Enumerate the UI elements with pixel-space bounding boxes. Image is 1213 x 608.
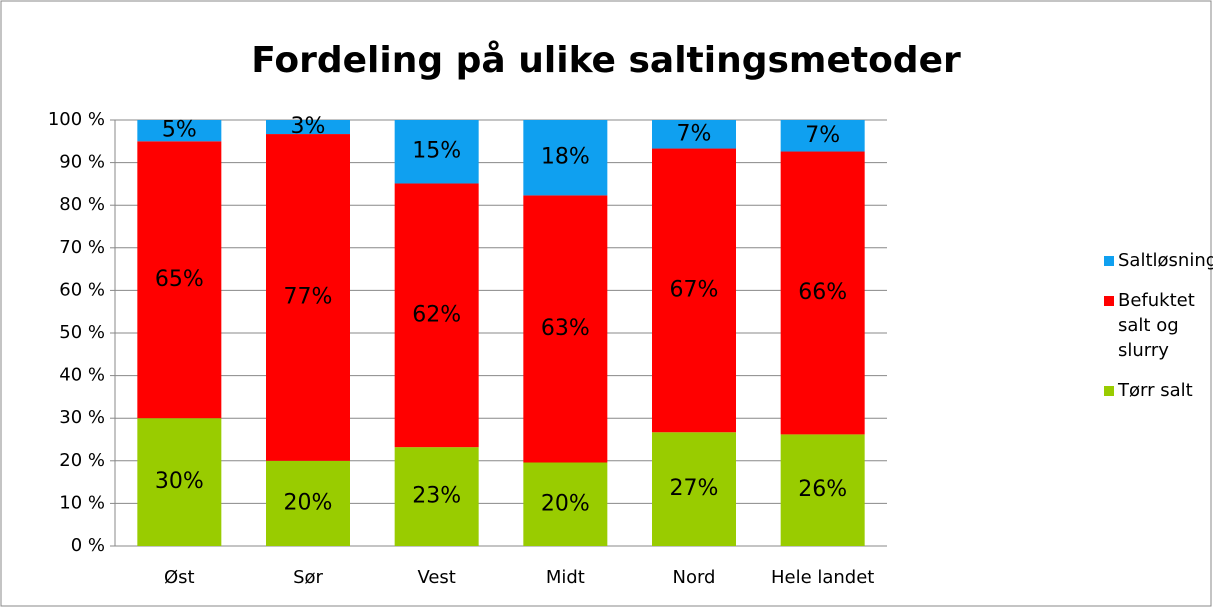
x-tick-label: Sør	[293, 567, 323, 588]
legend-item: Befuktet salt og slurry	[1104, 288, 1208, 363]
y-tick-label: 40 %	[59, 365, 105, 386]
legend-swatch	[1104, 256, 1114, 266]
bar-segment	[523, 462, 608, 546]
data-label: 27%	[670, 476, 719, 501]
legend-item: Tørr salt	[1104, 378, 1208, 403]
bar-segment	[780, 120, 865, 152]
data-label: 18%	[541, 145, 590, 170]
bar-segment	[523, 120, 608, 196]
bar-segment	[394, 120, 479, 184]
bar-segment	[652, 432, 736, 546]
bar-segment	[137, 141, 222, 419]
data-label: 23%	[412, 484, 461, 509]
y-tick-label: 90 %	[59, 152, 105, 173]
y-tick-label: 100 %	[48, 109, 105, 130]
data-label: 77%	[284, 284, 333, 309]
data-label: 62%	[412, 302, 461, 327]
y-tick-label: 80 %	[59, 194, 105, 215]
x-tick-label: Nord	[673, 567, 716, 588]
data-label: 63%	[541, 316, 590, 341]
legend-item: Saltløsning	[1104, 248, 1213, 273]
x-tick-label: Vest	[417, 567, 455, 588]
x-tick-label: Øst	[164, 567, 195, 588]
data-label: 20%	[284, 490, 333, 515]
y-tick-label: 10 %	[59, 492, 105, 513]
y-tick-label: 30 %	[59, 407, 105, 428]
y-tick-label: 70 %	[59, 237, 105, 258]
bar-segment	[266, 120, 350, 135]
y-tick-label: 0 %	[71, 535, 105, 556]
y-tick-label: 60 %	[59, 279, 105, 300]
bar-segment	[652, 148, 736, 433]
bar-segment	[652, 120, 736, 149]
bar-segment	[523, 195, 608, 463]
data-label: 7%	[805, 123, 840, 148]
legend-swatch	[1104, 296, 1114, 306]
bar-segment	[394, 183, 479, 448]
data-label: 7%	[677, 121, 712, 146]
legend-label: Tørr salt	[1118, 380, 1193, 401]
data-label: 66%	[798, 280, 847, 305]
bar-segment	[266, 460, 350, 546]
x-tick-label: Hele landet	[771, 567, 874, 588]
data-label: 65%	[155, 267, 204, 292]
legend: Saltløsning Befuktet salt og slurry Tørr s…	[1104, 248, 1213, 418]
bar-segment	[266, 134, 350, 461]
x-tick-label: Midt	[546, 567, 585, 588]
data-label: 67%	[670, 277, 719, 302]
legend-swatch	[1104, 386, 1114, 396]
data-label: 5%	[162, 118, 197, 143]
y-tick-label: 20 %	[59, 450, 105, 471]
chart-title: Fordeling på ulike saltingsmetoder	[251, 40, 961, 81]
data-label: 30%	[155, 469, 204, 494]
data-label: 20%	[541, 491, 590, 516]
data-label: 26%	[798, 477, 847, 502]
data-label: 15%	[412, 139, 461, 164]
bar-segment	[137, 418, 222, 546]
bar-segment	[780, 434, 865, 546]
data-label: 3%	[291, 114, 326, 139]
bar-segment	[394, 447, 479, 546]
legend-label: Saltløsning	[1118, 250, 1213, 271]
legend-label: Befuktet salt og slurry	[1118, 290, 1195, 361]
bar-segment	[137, 120, 222, 142]
bar-segment	[780, 151, 865, 435]
y-tick-label: 50 %	[59, 322, 105, 343]
